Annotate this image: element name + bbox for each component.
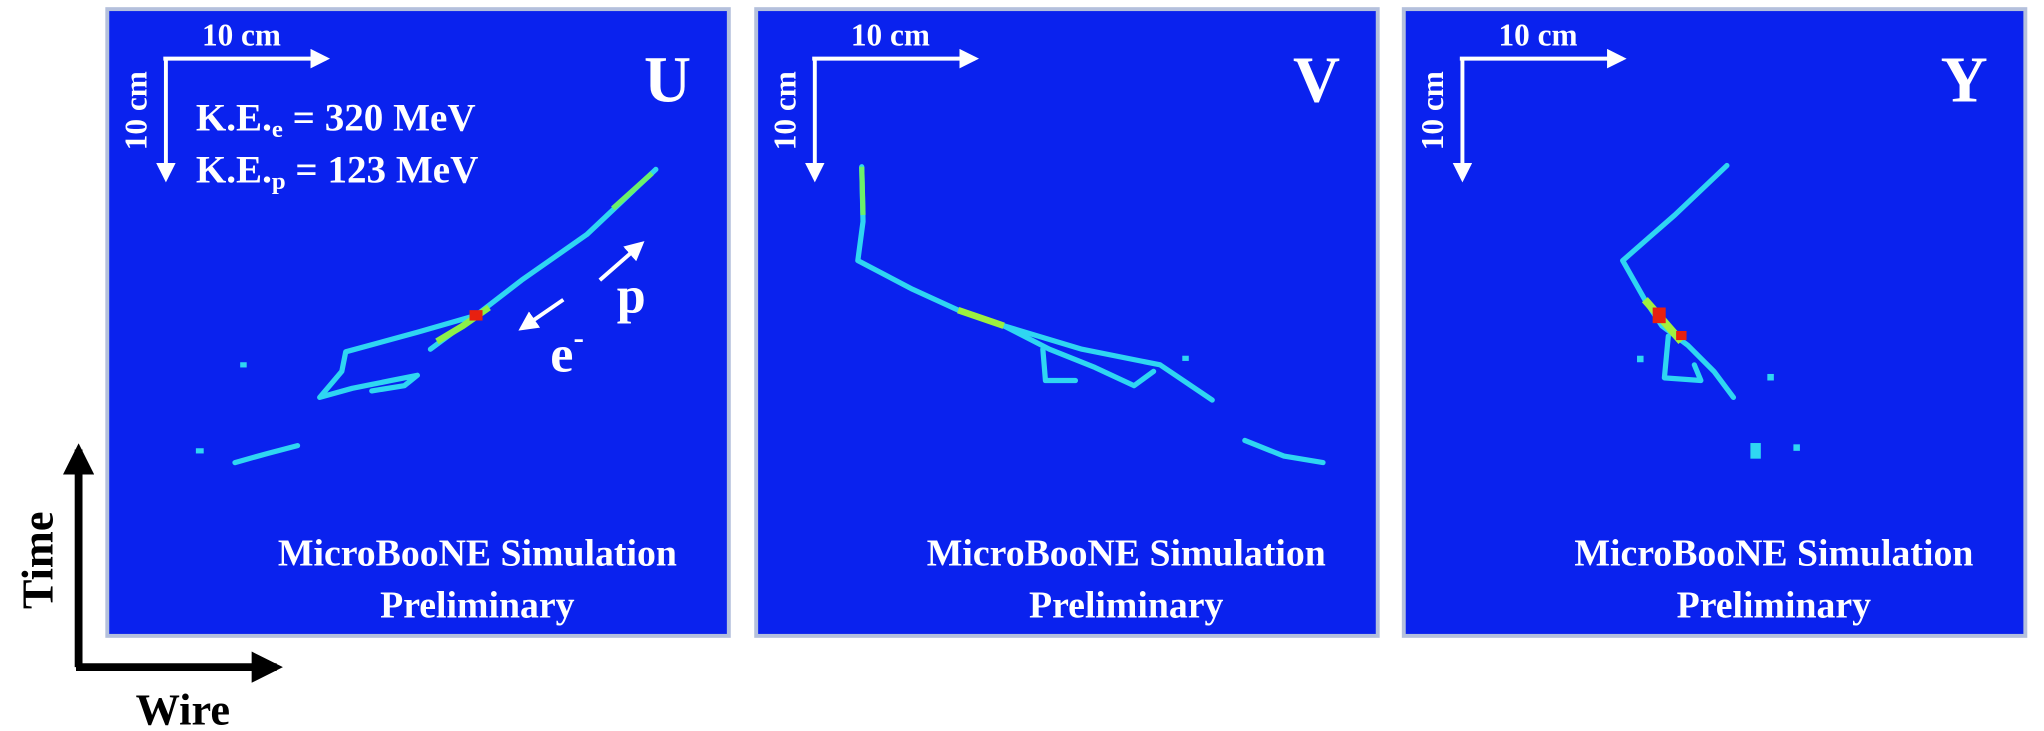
plane-label: V <box>1293 45 1340 117</box>
watermark: MicroBooNE Simulation <box>1574 533 1973 575</box>
plane-label: U <box>644 45 691 117</box>
time-label: Time <box>14 511 63 609</box>
scale-x-label: 10 cm <box>851 18 930 53</box>
scale-x-label: 10 cm <box>202 18 281 53</box>
scale-y-label: 10 cm <box>1415 71 1450 150</box>
watermark: Preliminary <box>1677 585 1871 627</box>
scale-x-label: 10 cm <box>1498 18 1577 53</box>
wire-label: Wire <box>136 685 230 731</box>
ke-p: K.E.p = 123 MeV <box>196 148 478 195</box>
watermark: Preliminary <box>380 585 574 627</box>
proton-label: p <box>617 268 646 325</box>
scale-y-label: 10 cm <box>118 71 153 150</box>
watermark: Preliminary <box>1029 585 1223 627</box>
plane-label: Y <box>1941 45 1988 117</box>
watermark: MicroBooNE Simulation <box>927 533 1326 575</box>
watermark: MicroBooNE Simulation <box>278 533 677 575</box>
event-display: 10 cm 10 cm U MicroBooNE Simulation Prelimin… <box>0 0 2044 731</box>
ke-e: K.E.e = 320 MeV <box>196 96 476 143</box>
scale-y-label: 10 cm <box>767 71 802 150</box>
